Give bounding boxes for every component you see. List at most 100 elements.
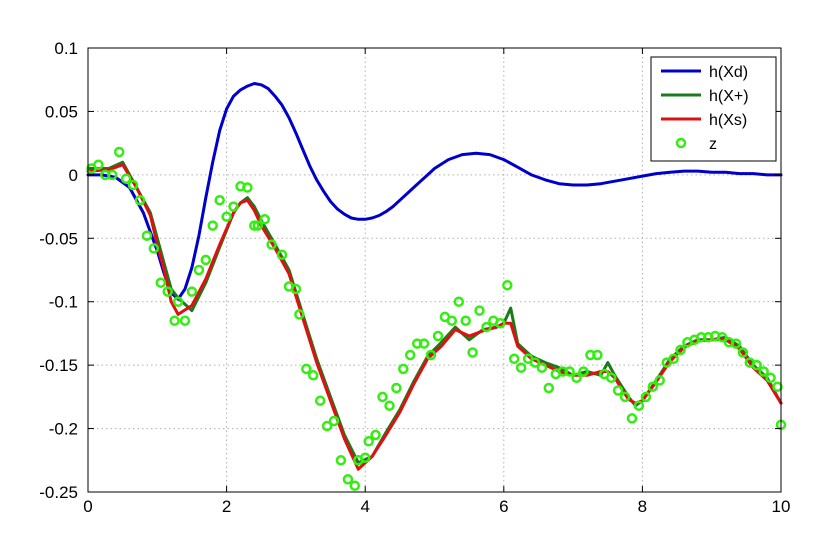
legend-swatch-z: [675, 137, 687, 149]
data-point-z: [605, 372, 617, 384]
data-point-z: [640, 391, 652, 403]
x-tick-label: 6: [499, 497, 508, 516]
legend: h(Xd) h(X+) h(Xs) z: [650, 56, 777, 162]
data-point-z: [592, 349, 603, 361]
data-point-z: [214, 194, 225, 206]
data-point-z: [668, 353, 679, 365]
data-point-z: [446, 315, 458, 326]
data-point-z: [221, 211, 232, 222]
data-point-z: [384, 400, 395, 411]
data-point-z: [328, 415, 340, 427]
data-point-z: [127, 179, 139, 191]
data-point-z: [200, 254, 212, 266]
x-tick-label: 4: [360, 497, 369, 516]
y-tick-label: -0.05: [39, 229, 78, 248]
data-point-z: [398, 363, 409, 375]
y-tick-label: -0.15: [39, 356, 78, 375]
x-tick-label: 10: [772, 497, 791, 516]
data-point-z: [349, 480, 361, 491]
x-tick-label: 2: [222, 497, 231, 516]
data-point-z: [290, 283, 302, 295]
data-point-z: [377, 391, 388, 403]
data-point-z: [179, 315, 191, 326]
data-point-z: [432, 330, 444, 342]
data-point-z: [107, 169, 118, 181]
data-point-z: [391, 382, 402, 394]
data-point-z: [228, 201, 239, 212]
data-point-z: [508, 353, 520, 365]
legend-box: [650, 56, 777, 162]
data-point-z: [467, 347, 478, 358]
data-point-z: [370, 429, 381, 441]
data-point-z: [536, 362, 548, 373]
data-point-z: [155, 277, 167, 288]
y-tick-label: 0: [69, 166, 78, 185]
data-point-z: [307, 370, 319, 381]
data-point-z: [626, 413, 638, 424]
data-point-z: [460, 315, 471, 326]
data-point-z: [529, 357, 541, 368]
data-point-z: [578, 366, 589, 377]
series-line-h-xd: [86, 82, 783, 301]
data-point-z: [675, 344, 686, 356]
data-point-z: [276, 249, 288, 261]
data-point-z: [162, 286, 173, 297]
data-point-z: [249, 220, 260, 231]
data-point-z: [425, 349, 437, 361]
data-point-z: [148, 243, 160, 254]
legend-label-h-x: h(X+): [709, 88, 749, 105]
axis-ticks: 0 2 4 6 8 10 0.1 0.05 0 -0.05 -0.1 -0.15 -0.2 -0.25: [39, 39, 790, 516]
data-point-z: [730, 338, 742, 349]
data-point-z: [359, 452, 371, 463]
data-point-z: [647, 381, 659, 392]
legend-label-h-xd: h(Xd): [709, 64, 748, 81]
plot-area: [86, 82, 787, 491]
data-point-z: [474, 305, 485, 316]
data-point-z: [404, 349, 416, 361]
data-point-z: [481, 321, 492, 333]
data-point-z: [193, 264, 205, 276]
data-point-z: [502, 279, 513, 291]
data-point-z: [418, 338, 430, 349]
data-point-z: [571, 372, 582, 384]
data-point-z: [266, 239, 277, 250]
legend-label-z: z: [709, 136, 717, 153]
data-point-z: [113, 146, 125, 158]
data-point-z: [314, 395, 326, 406]
data-point-z: [654, 375, 665, 386]
axes-box: [87, 47, 782, 493]
data-point-z: [363, 436, 374, 447]
data-point-z: [301, 363, 312, 375]
data-point-z: [242, 182, 253, 193]
data-point-z: [342, 474, 354, 485]
data-point-z: [515, 362, 527, 373]
data-point-z: [495, 318, 506, 329]
data-point-z: [619, 391, 631, 403]
data-point-z: [134, 194, 146, 206]
data-point-z: [612, 385, 624, 396]
data-point-z: [169, 315, 180, 326]
x-tick-label: 0: [83, 497, 92, 516]
data-point-z: [737, 347, 749, 358]
data-point-z: [453, 296, 465, 307]
data-point-z: [172, 296, 184, 307]
data-point-z: [259, 214, 270, 225]
data-point-z: [543, 382, 555, 394]
data-point-z: [633, 400, 645, 411]
data-point-z: [335, 455, 347, 466]
data-point-z: [141, 230, 153, 241]
data-point-z: [564, 366, 575, 377]
y-tick-label: 0.05: [45, 102, 78, 121]
data-point-z: [716, 331, 728, 343]
data-point-z: [120, 173, 132, 184]
data-point-z: [93, 159, 104, 170]
data-point-z: [186, 286, 198, 297]
data-point-z: [758, 366, 769, 377]
legend-label-h-xs: h(Xs): [709, 112, 747, 129]
data-point-z: [321, 420, 333, 432]
data-point-z: [751, 359, 762, 371]
data-point-z: [207, 220, 218, 231]
x-tick-label: 8: [638, 497, 647, 516]
y-tick-label: -0.2: [49, 420, 78, 439]
